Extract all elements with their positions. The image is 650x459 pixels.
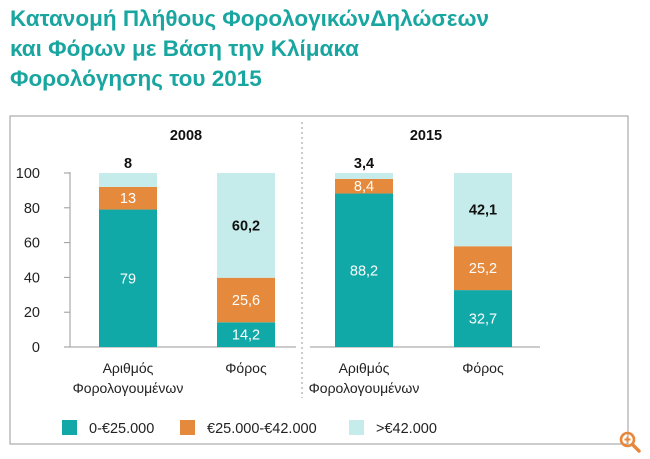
bar-segment: [217, 277, 275, 323]
data-label: 88,2: [350, 263, 378, 279]
legend-label: 0-€25.000: [89, 421, 154, 437]
data-label: 42,1: [469, 203, 497, 219]
zoom-in-icon[interactable]: [618, 430, 642, 454]
legend-label: €25.000-€42.000: [207, 421, 317, 437]
y-tick-label: 60: [24, 236, 40, 252]
title-line: Φορολόγησης του 2015: [10, 66, 262, 91]
data-label: 8,4: [354, 179, 374, 195]
category-label: Αριθμός: [339, 360, 390, 376]
bar-segment: [217, 173, 275, 278]
category-label: Αριθμός: [103, 360, 154, 376]
bar-segment: [335, 178, 393, 194]
group-title: 2008: [170, 128, 202, 144]
legend-swatch: [62, 420, 77, 435]
data-label: 8: [124, 156, 132, 172]
data-label: 25,6: [232, 293, 260, 309]
chart-title: Κατανομή Πλήθους ΦορολογικώνΔηλώσεων και…: [10, 4, 620, 94]
bar-segment: [99, 173, 157, 187]
data-label: 79: [120, 271, 136, 287]
bar-segment: [335, 193, 393, 347]
title-line: Κατανομή Πλήθους ΦορολογικώνΔηλώσεων: [10, 6, 489, 31]
legend-swatch: [349, 420, 364, 435]
bar-segment: [99, 186, 157, 210]
data-label: 3,4: [354, 156, 374, 172]
y-tick-label: 0: [32, 340, 40, 356]
data-label: 14,2: [232, 328, 260, 344]
bar-segment: [99, 209, 157, 347]
category-label: Φορολογουμένων: [309, 380, 420, 396]
data-label: 13: [120, 191, 136, 207]
y-tick-label: 40: [24, 270, 40, 286]
category-label: Φόρος: [225, 360, 267, 376]
group-title: 2015: [410, 128, 442, 144]
legend-swatch: [180, 420, 195, 435]
category-label: Φορολογουμένων: [73, 380, 184, 396]
data-label: 25,2: [469, 261, 497, 277]
data-label: 60,2: [232, 218, 260, 234]
title-line: και Φόρων με Βάση την Κλίμακα: [10, 36, 359, 61]
data-label: 32,7: [469, 312, 497, 328]
bar-segment: [454, 290, 512, 347]
y-tick-label: 20: [24, 305, 40, 321]
legend-label: >€42.000: [376, 421, 437, 437]
y-tick-label: 80: [24, 201, 40, 217]
bar-segment: [454, 246, 512, 291]
chart-frame: [9, 115, 629, 445]
bar-segment: [217, 322, 275, 347]
y-tick-label: 100: [16, 166, 40, 182]
bar-segment: [335, 173, 393, 179]
bar-segment: [454, 173, 512, 247]
category-label: Φόρος: [462, 360, 504, 376]
